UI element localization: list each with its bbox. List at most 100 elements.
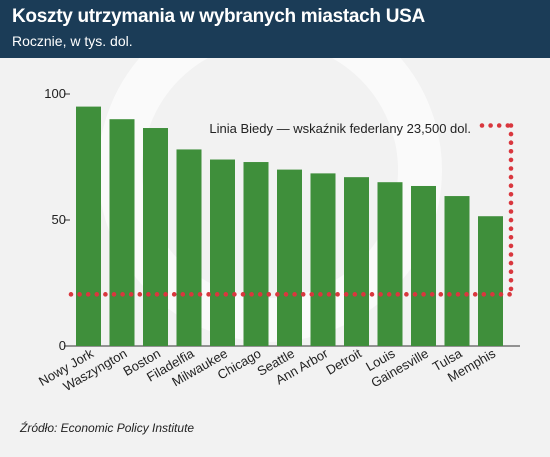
bracket-dot (508, 149, 514, 154)
poverty-dot (266, 292, 272, 297)
bracket-dot (508, 192, 514, 197)
bar (210, 159, 235, 346)
bar (478, 216, 503, 346)
poverty-dot (300, 292, 306, 297)
bracket-dot (508, 269, 514, 275)
poverty-dot (68, 292, 74, 297)
poverty-dot (214, 292, 220, 297)
bar (411, 185, 436, 346)
poverty-dot (249, 292, 254, 297)
bracket-dot (508, 183, 514, 188)
bar (377, 182, 403, 346)
poverty-dot (490, 292, 495, 297)
leader-dot (488, 123, 493, 128)
poverty-dot (335, 292, 340, 297)
poverty-dot (180, 292, 186, 297)
poverty-dot (292, 292, 297, 297)
poverty-dot (343, 292, 349, 297)
poverty-dot (257, 292, 263, 297)
bracket-dot (508, 123, 514, 128)
bracket-dot (508, 217, 514, 223)
bar (277, 169, 302, 346)
poverty-dot (146, 292, 151, 297)
poverty-dot (498, 292, 504, 297)
bracket-dot (508, 278, 514, 283)
poverty-dot (404, 292, 409, 297)
poverty-dot (447, 292, 452, 297)
poverty-dot (481, 292, 487, 297)
bar (310, 173, 336, 346)
poverty-dot (111, 292, 117, 297)
poverty-dot (507, 292, 512, 297)
poverty-dot (369, 292, 375, 297)
poverty-dot (438, 292, 444, 297)
bar (76, 106, 101, 346)
poverty-dot (326, 292, 332, 297)
source-note: Źródło: Economic Policy Institute (20, 421, 195, 435)
bars-group (76, 106, 503, 346)
leader-dot (505, 123, 511, 128)
y-tick-label: 100 (44, 86, 66, 101)
poverty-dot (464, 292, 469, 297)
chart-title: Koszty utrzymania w wybranych miastach U… (12, 6, 425, 27)
poverty-dot (309, 292, 315, 297)
poverty-dot (94, 292, 100, 297)
bracket-dot (508, 286, 514, 292)
poverty-dot (128, 292, 134, 297)
poverty-dot (395, 292, 401, 297)
poverty-dot (455, 292, 461, 297)
bracket-dot (508, 157, 514, 163)
y-tick-label: 0 (59, 338, 66, 353)
poverty-dot (275, 292, 280, 297)
poverty-dot (77, 292, 82, 297)
bracket-dot (508, 243, 514, 249)
bar (176, 149, 202, 346)
poverty-dot (386, 292, 392, 297)
bracket-dot (508, 131, 514, 137)
poverty-dot (318, 292, 323, 297)
poverty-line-dots (68, 123, 514, 297)
chart-subtitle: Rocznie, w tys. dol. (12, 33, 133, 49)
poverty-dot (240, 292, 246, 297)
bar (109, 119, 135, 346)
bar (444, 196, 470, 346)
poverty-dot (283, 292, 289, 297)
poverty-dot (206, 292, 211, 297)
poverty-dot (412, 292, 418, 297)
poverty-dot (103, 292, 108, 297)
poverty-dot (189, 292, 194, 297)
poverty-dot (352, 292, 358, 297)
bracket-dot (508, 174, 514, 180)
bar (243, 162, 269, 346)
x-tick-labels: Nowy JorkWaszyngtonBostonFiladelfiaMilwa… (36, 345, 498, 394)
bracket-dot (508, 226, 514, 231)
poverty-dot (421, 292, 426, 297)
poverty-dot (154, 292, 160, 297)
leader-dot (479, 123, 485, 128)
poverty-dot (361, 292, 366, 297)
bar (143, 128, 168, 346)
bracket-dot (508, 235, 514, 240)
poverty-dot (85, 292, 91, 297)
bracket-dot (508, 166, 514, 171)
poverty-dot (472, 292, 478, 297)
bar-chart: 0 50 100 Nowy JorkWaszyngtonBostonFiladelf… (36, 58, 520, 394)
poverty-dot (197, 292, 203, 297)
bracket-dot (508, 209, 514, 214)
x-tick-label: Detroit (323, 345, 364, 377)
leader-dot (496, 123, 502, 128)
chart-header: Koszty utrzymania w wybranych miastach U… (0, 0, 550, 58)
poverty-dot (223, 292, 229, 297)
poverty-dot (378, 292, 383, 297)
poverty-dot (163, 292, 168, 297)
bracket-dot (508, 252, 514, 257)
poverty-dot (137, 292, 143, 297)
poverty-dot (120, 292, 125, 297)
poverty-dot (429, 292, 435, 297)
poverty-dot (232, 292, 237, 297)
bracket-dot (508, 260, 514, 266)
poverty-line-label: Linia Biedy — wskaźnik federlany 23,500 … (209, 121, 471, 136)
y-tick-label: 50 (52, 212, 66, 227)
poverty-dot (171, 292, 177, 297)
